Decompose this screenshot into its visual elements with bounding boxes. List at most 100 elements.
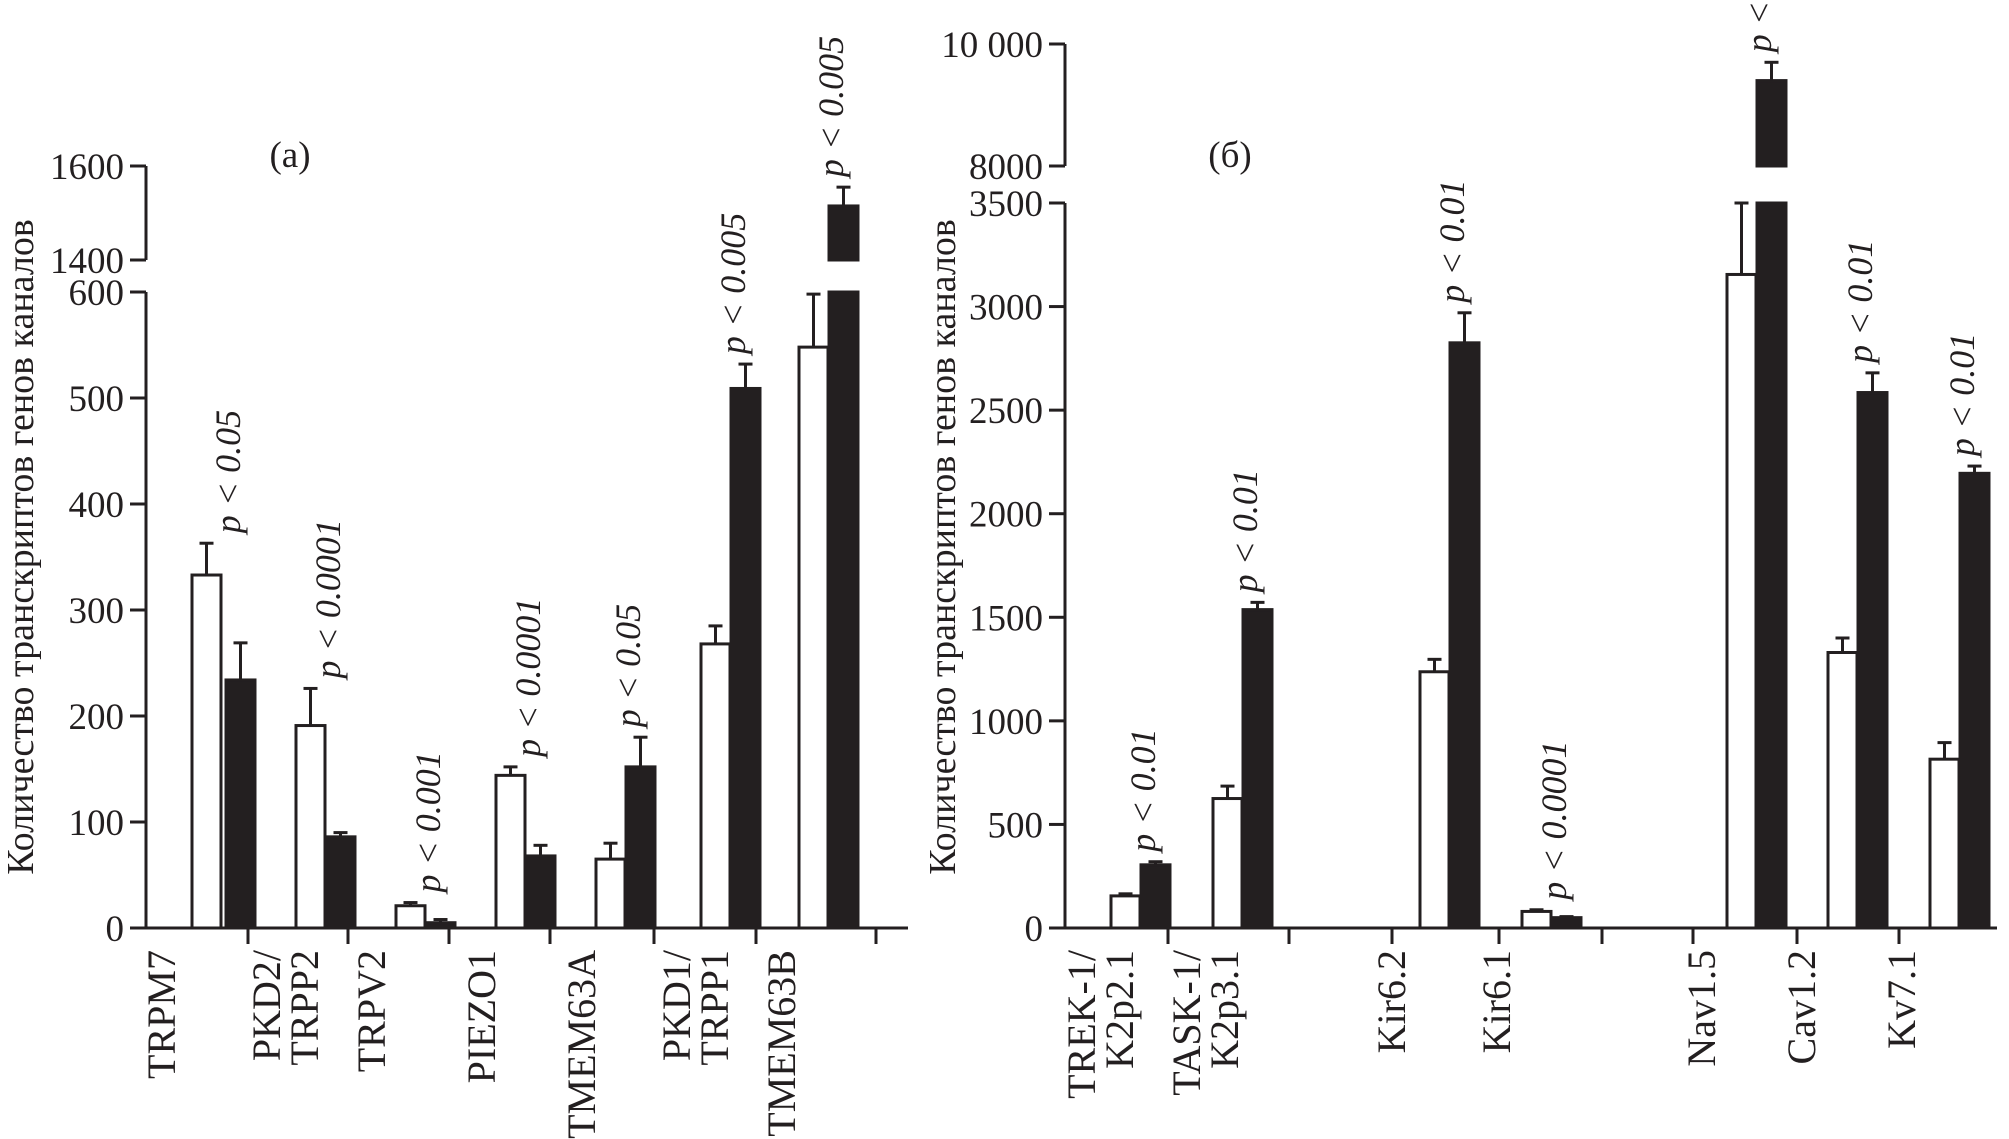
y-tick-label: 1600 [50, 147, 124, 188]
bar-black [729, 386, 762, 930]
category-label-line: TRPP2 [282, 950, 327, 1066]
bar-white [1928, 757, 1961, 930]
bar-white [1725, 272, 1758, 930]
category-label: Cav1.2 [1779, 950, 1824, 1064]
y-tick-label: 10 000 [941, 25, 1043, 66]
p-value-label: p < 0.001 [1739, 0, 1779, 55]
bar-black [1241, 608, 1274, 930]
category-label: TRPM7 [139, 950, 184, 1079]
bar-white [797, 345, 830, 930]
category-label-line: K2p3.1 [1202, 950, 1247, 1069]
bar-white [1211, 797, 1244, 930]
y-tick-label: 3000 [969, 288, 1043, 329]
category-label: PKD1/TRPP1 [654, 949, 737, 1065]
category-label: PIEZO1 [459, 950, 504, 1083]
bar-white [699, 642, 732, 930]
bar-white [190, 573, 223, 930]
y-axis-title: Количество транскриптов генов каналов [0, 219, 42, 875]
y-axis-title: Количество транскриптов генов каналов [922, 219, 964, 875]
bar-white [294, 724, 327, 930]
bar-black [624, 765, 657, 930]
category-label-line: K2p2.1 [1097, 950, 1142, 1069]
category-label-line: TMEM63A [559, 950, 604, 1139]
category-label-line: TRPM7 [139, 950, 184, 1079]
y-tick-label: 0 [106, 909, 125, 950]
p-value-label: p < 0.01 [1123, 728, 1163, 854]
y-tick-label: 2000 [969, 495, 1043, 536]
bar-white [1109, 894, 1142, 930]
bar-white [494, 773, 527, 930]
p-value-label: p < 0.01 [1432, 179, 1472, 305]
bar-white [1826, 651, 1859, 930]
category-label-line: Cav1.2 [1779, 950, 1824, 1064]
p-value-label: p < 0.005 [811, 36, 851, 180]
category-label-line: TRPV2 [349, 950, 394, 1072]
bar-black [1550, 916, 1583, 930]
y-tick-label: 600 [69, 273, 125, 314]
bar-black [1139, 863, 1172, 930]
category-label-line: PIEZO1 [459, 950, 504, 1083]
bar-white [1520, 909, 1553, 930]
y-tick-label: 0 [1025, 909, 1044, 950]
category-label: TRPV2 [349, 950, 394, 1072]
p-value-label: p < 0.001 [408, 751, 448, 895]
category-label-line: TRPP1 [692, 950, 737, 1066]
bar-black [224, 678, 257, 930]
bar-black-upper [827, 204, 860, 262]
p-value-label: p < 0.05 [608, 604, 648, 730]
category-label: TASK-1/K2p3.1 [1164, 949, 1247, 1096]
category-label-line: Kir6.1 [1474, 950, 1519, 1053]
y-tick-label: 8000 [969, 147, 1043, 188]
category-label: PKD2/TRPP2 [244, 949, 327, 1065]
category-label: Kir6.2 [1369, 950, 1414, 1053]
category-label: TREK-1/K2p2.1 [1059, 949, 1142, 1099]
bar-white [1418, 670, 1451, 930]
category-label-line: TMEM63B [759, 950, 804, 1137]
y-tick-label: 400 [69, 485, 125, 526]
bar-black [424, 921, 457, 930]
y-tick-label: 1500 [969, 598, 1043, 639]
y-tick-label: 300 [69, 591, 125, 632]
p-value-label: p < 0.05 [208, 410, 248, 536]
category-label: Nav1.5 [1679, 950, 1724, 1067]
y-tick-label: 2500 [969, 391, 1043, 432]
category-label-line: PKD2/ [244, 949, 289, 1061]
category-label: TMEM63A [559, 950, 604, 1139]
y-tick-label: 500 [69, 379, 125, 420]
bar-black [324, 835, 357, 930]
category-label-line: TASK-1/ [1164, 949, 1209, 1096]
bar-black-lower [827, 290, 860, 930]
panel-label: (а) [269, 135, 310, 176]
p-value-label: p < 0.01 [1225, 469, 1265, 595]
p-value-label: p < 0.0001 [508, 598, 548, 760]
bar-black-upper [1755, 79, 1788, 168]
y-tick-label: 3500 [969, 184, 1043, 225]
category-label-line: TREK-1/ [1059, 949, 1104, 1099]
p-value-label: p < 0.01 [1942, 333, 1982, 459]
y-tick-label: 500 [988, 805, 1044, 846]
category-label: TMEM63B [759, 950, 804, 1137]
p-value-label: p < 0.0001 [1534, 740, 1574, 902]
bar-black [524, 854, 557, 930]
y-tick-label: 200 [69, 697, 125, 738]
bar-black [1448, 341, 1481, 930]
p-value-label: p < 0.005 [713, 213, 753, 357]
p-value-label: p < 0.01 [1840, 240, 1880, 366]
category-label-line: Kir6.2 [1369, 950, 1414, 1053]
bar-black [1958, 471, 1991, 930]
p-value-label: p < 0.0001 [308, 519, 348, 681]
bar-black [1856, 391, 1889, 930]
y-tick-label: 1400 [50, 241, 124, 282]
panel-label: (б) [1208, 135, 1251, 176]
category-label: Kv7.1 [1879, 950, 1924, 1049]
category-label-line: Kv7.1 [1879, 950, 1924, 1049]
y-tick-label: 100 [69, 803, 125, 844]
bar-white [394, 904, 427, 930]
category-label: Kir6.1 [1474, 950, 1519, 1053]
bar-white [594, 857, 627, 930]
bar-black-lower [1755, 201, 1788, 930]
category-label-line: PKD1/ [654, 949, 699, 1061]
